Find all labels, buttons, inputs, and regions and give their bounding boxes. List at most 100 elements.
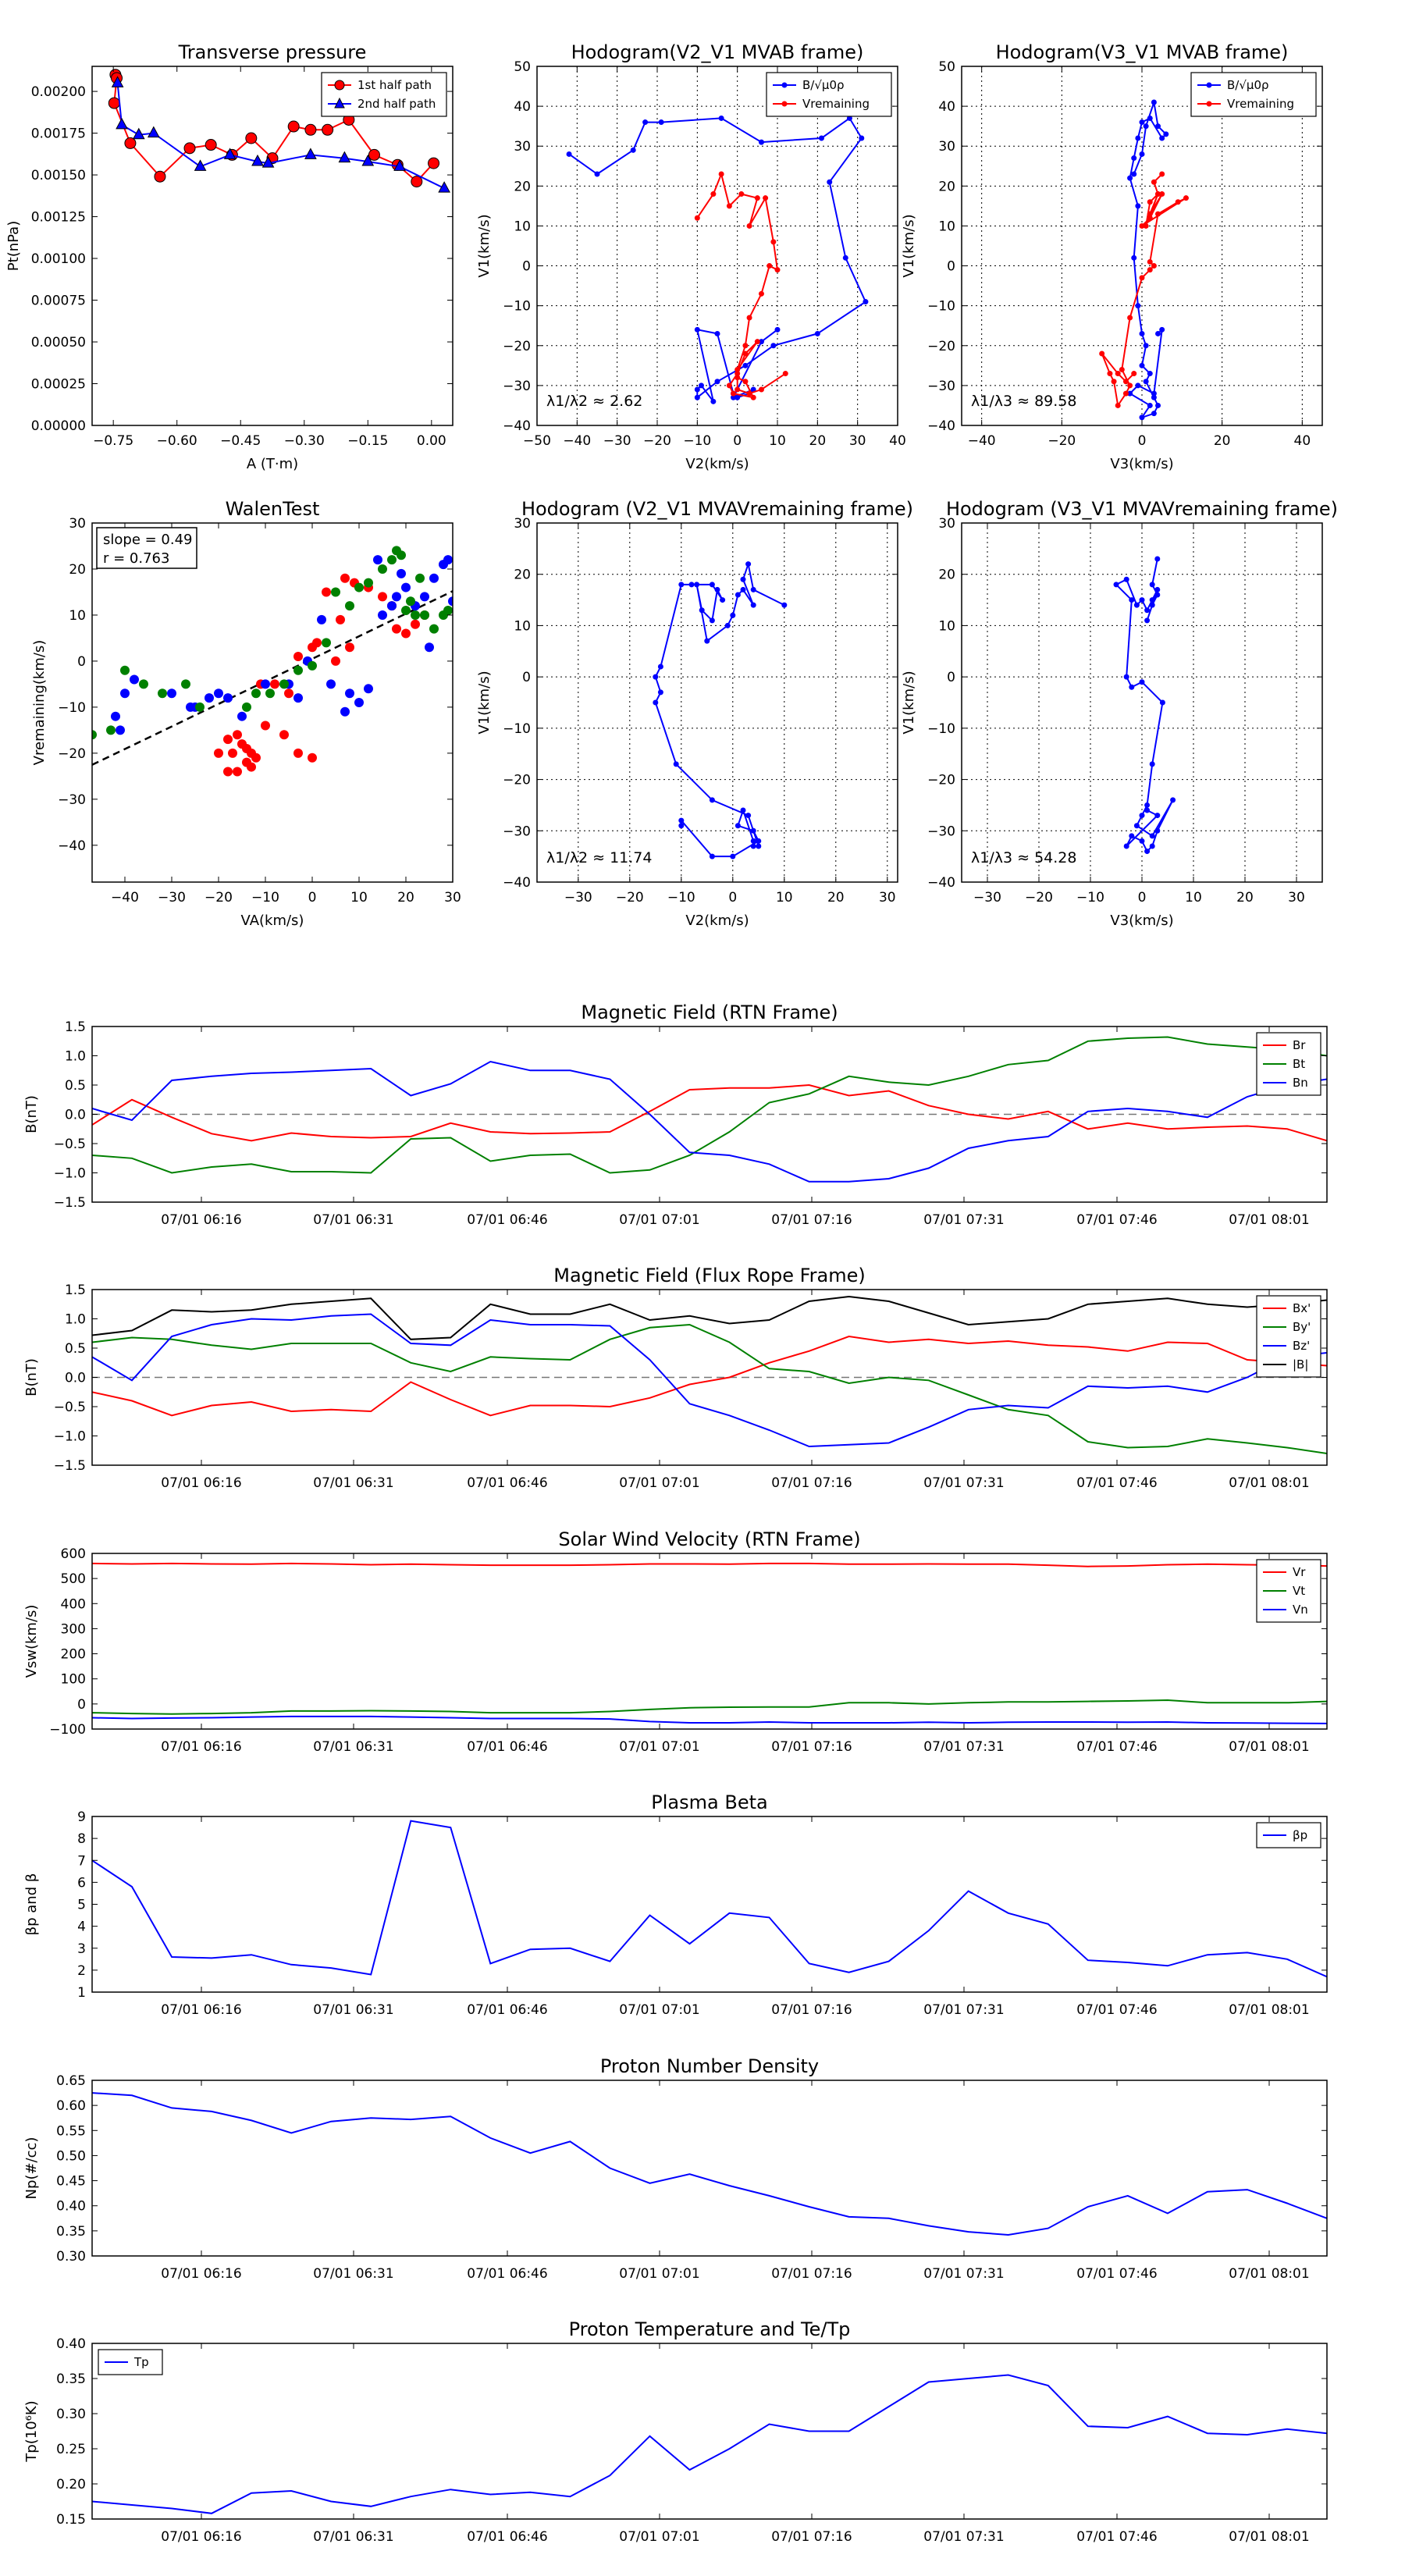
legend-label: |B| — [1293, 1357, 1308, 1372]
data-point — [745, 813, 752, 819]
y-tick-label: 0.40 — [56, 2336, 86, 2352]
x-tick-label: −30 — [564, 890, 592, 906]
y-axis-label: V1(km/s) — [901, 671, 917, 734]
y-tick-label: 0.5 — [65, 1341, 86, 1357]
data-point — [251, 688, 261, 699]
data-point — [740, 576, 746, 582]
data-point — [1122, 390, 1129, 397]
data-point — [673, 761, 679, 767]
x-tick-label: 07/01 06:46 — [467, 2266, 547, 2282]
data-point — [1154, 556, 1161, 562]
data-point — [774, 267, 781, 273]
data-point — [242, 702, 251, 712]
chart-title: WalenTest — [226, 498, 320, 520]
y-tick-label: 20 — [938, 568, 955, 583]
data-point — [1139, 222, 1145, 229]
data-point — [1133, 602, 1140, 608]
y-axis-label: Np(#/cc) — [23, 2137, 40, 2200]
data-point — [1111, 379, 1117, 385]
y-tick-label: 0.60 — [56, 2098, 86, 2114]
x-tick-label: 07/01 07:46 — [1076, 2266, 1157, 2282]
y-tick-label: 0.00025 — [31, 377, 86, 393]
y-tick-label: −20 — [503, 339, 531, 354]
data-point — [1127, 390, 1133, 397]
x-tick-label: 20 — [1214, 433, 1231, 449]
data-point — [245, 132, 258, 144]
data-point — [1151, 411, 1157, 417]
data-point — [731, 390, 737, 397]
data-point — [1139, 597, 1145, 603]
ratio-annotation: λ1/λ3 ≈ 54.28 — [971, 849, 1076, 866]
data-point — [401, 606, 411, 616]
data-point — [781, 602, 788, 608]
data-point — [158, 688, 167, 699]
y-tick-label: −10 — [927, 721, 955, 737]
series-line — [92, 1060, 1327, 1183]
data-point — [718, 115, 724, 121]
x-axis-label: V3(km/s) — [1110, 456, 1173, 472]
data-point — [746, 390, 752, 397]
data-point — [304, 148, 317, 159]
chart-title: Magnetic Field (Flux Rope Frame) — [553, 1265, 865, 1286]
legend-label: Vremaining — [802, 97, 870, 111]
data-point — [740, 807, 746, 813]
data-point — [1149, 602, 1155, 608]
chart-panel-3: −40 −30 −20 −10 0 10 20 30 −40 −30 −20 −10 0 10 20 30 Wa… — [31, 498, 461, 929]
y-tick-label: 20 — [938, 179, 955, 194]
data-point — [756, 843, 762, 849]
x-tick-label: −20 — [205, 890, 233, 906]
data-point — [1143, 343, 1149, 349]
data-point — [378, 610, 387, 620]
data-point — [425, 642, 434, 653]
y-tick-label: 0.00175 — [31, 126, 86, 142]
data-point — [1147, 371, 1153, 377]
data-point — [1131, 254, 1137, 261]
legend-box — [1190, 72, 1317, 117]
series-2 — [92, 546, 453, 740]
data-point — [1139, 330, 1145, 336]
chart-title: Solar Wind Velocity (RTN Frame) — [558, 1528, 860, 1550]
data-point — [167, 688, 176, 699]
x-tick-label: 07/01 07:16 — [771, 2266, 852, 2282]
data-point — [183, 142, 196, 155]
chart-panel-9: 1 2 3 4 5 6 7 8 9 07/01 06:16 07/01 06:31 07/01 06:… — [23, 1791, 1328, 2018]
legend-label: Bt — [1293, 1057, 1305, 1071]
data-point — [694, 326, 700, 333]
chart-title: Proton Temperature and Te/Tp — [569, 2318, 851, 2340]
data-point — [1149, 833, 1155, 839]
x-tick-label: −0.15 — [347, 433, 388, 449]
legend-marker — [781, 82, 788, 88]
data-point — [1155, 402, 1161, 408]
legend-label: Vr — [1293, 1565, 1306, 1579]
data-point — [322, 123, 334, 136]
data-point — [1129, 597, 1135, 603]
data-point — [742, 379, 749, 385]
data-point — [368, 148, 380, 161]
y-tick-label: 40 — [938, 99, 955, 115]
y-tick-label: 300 — [61, 1621, 86, 1637]
x-tick-label: 07/01 06:31 — [313, 2266, 393, 2282]
x-tick-label: −30 — [603, 433, 631, 449]
x-tick-label: 07/01 07:01 — [619, 1212, 699, 1228]
data-point — [1139, 813, 1145, 819]
data-point — [767, 263, 773, 269]
data-point — [770, 239, 777, 245]
data-point — [742, 350, 749, 357]
chart-title: Hodogram (V3_V1 MVAVremaining frame) — [946, 498, 1338, 520]
axes-frame — [91, 1553, 1328, 1730]
series-line — [1101, 173, 1187, 408]
data-point — [106, 725, 116, 735]
y-tick-label: 0.20 — [56, 2477, 86, 2492]
data-point — [827, 179, 833, 185]
data-point — [195, 702, 205, 712]
y-tick-label: 200 — [61, 1647, 86, 1663]
series-line — [568, 116, 867, 402]
data-point — [1159, 699, 1165, 706]
data-point — [233, 767, 242, 777]
x-tick-label: 0 — [308, 890, 317, 906]
data-point — [308, 660, 317, 671]
y-tick-label: 0.5 — [65, 1078, 86, 1094]
data-point — [735, 375, 741, 381]
data-point — [237, 711, 247, 721]
y-tick-label: 5 — [77, 1898, 86, 1913]
